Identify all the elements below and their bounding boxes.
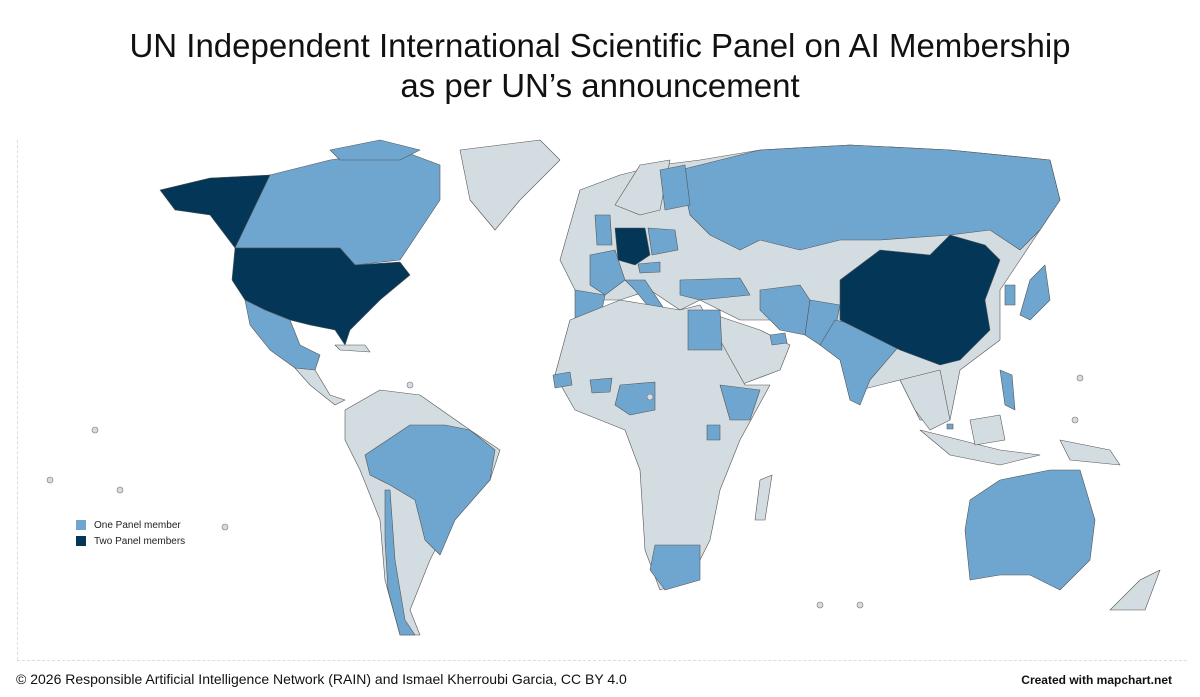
region-united-kingdom [594, 214, 613, 246]
legend-swatch-one [76, 520, 86, 530]
region-cuba [334, 344, 371, 353]
region-chile [384, 489, 416, 636]
island-marker [406, 381, 414, 389]
region-africa [554, 299, 771, 591]
region-mexico [244, 299, 321, 371]
region-south-africa [649, 544, 701, 591]
region-egypt [687, 309, 723, 351]
region-nigeria [614, 381, 656, 416]
region-philippines [999, 369, 1016, 411]
legend-item-two-members: Two Panel members [76, 533, 185, 549]
island-marker [1076, 374, 1084, 382]
region-australia [964, 469, 1096, 591]
legend-label-two: Two Panel members [94, 535, 186, 547]
region-canada [329, 139, 421, 161]
island-marker [116, 486, 124, 494]
island-marker [91, 426, 99, 434]
region-finland [659, 164, 691, 211]
island-marker [1071, 416, 1079, 424]
legend-item-one-member: One Panel member [76, 517, 185, 533]
copyright-credit: © 2026 Responsible Artificial Intelligen… [16, 671, 627, 687]
region-singapore [946, 423, 954, 430]
map-title-line1: UN Independent International Scientific … [129, 27, 1071, 64]
region-senegal [552, 371, 573, 389]
region-new-zealand [1109, 569, 1161, 611]
region-austria [637, 261, 661, 274]
region-madagascar [754, 474, 773, 521]
island-marker [46, 476, 54, 484]
region-indonesia [919, 429, 1041, 466]
region-central-america [294, 367, 346, 406]
legend-label-one: One Panel member [94, 519, 181, 531]
region-united-arab-emirates [769, 332, 788, 346]
region-greenland [459, 139, 561, 231]
region-south-korea [1004, 284, 1016, 306]
legend: One Panel member Two Panel members [76, 517, 185, 549]
region-turkey [679, 277, 751, 301]
map-frame-left [17, 140, 18, 660]
legend-swatch-two [76, 536, 86, 546]
region-china [839, 234, 1001, 366]
region-new-guinea [1059, 439, 1121, 466]
island-marker [646, 393, 654, 401]
region-southeast-asia [899, 369, 951, 431]
region-russia [679, 144, 1061, 251]
region-ethiopia [719, 384, 761, 421]
map-title-line2: as per UN’s announcement [400, 67, 800, 104]
island-marker [816, 601, 824, 609]
region-uganda [706, 424, 721, 441]
map-frame-bottom [17, 660, 1187, 661]
region-poland [647, 227, 679, 256]
region-borneo [969, 414, 1006, 446]
region-burkina-faso [589, 377, 613, 394]
region-japan [1019, 264, 1051, 321]
region-iran [759, 284, 811, 336]
island-marker [221, 523, 229, 531]
region-france [589, 249, 626, 296]
created-with-credit: Created with mapchart.net [1021, 673, 1172, 687]
island-marker [856, 601, 864, 609]
region-brazil [364, 424, 496, 556]
region-germany [614, 227, 651, 266]
